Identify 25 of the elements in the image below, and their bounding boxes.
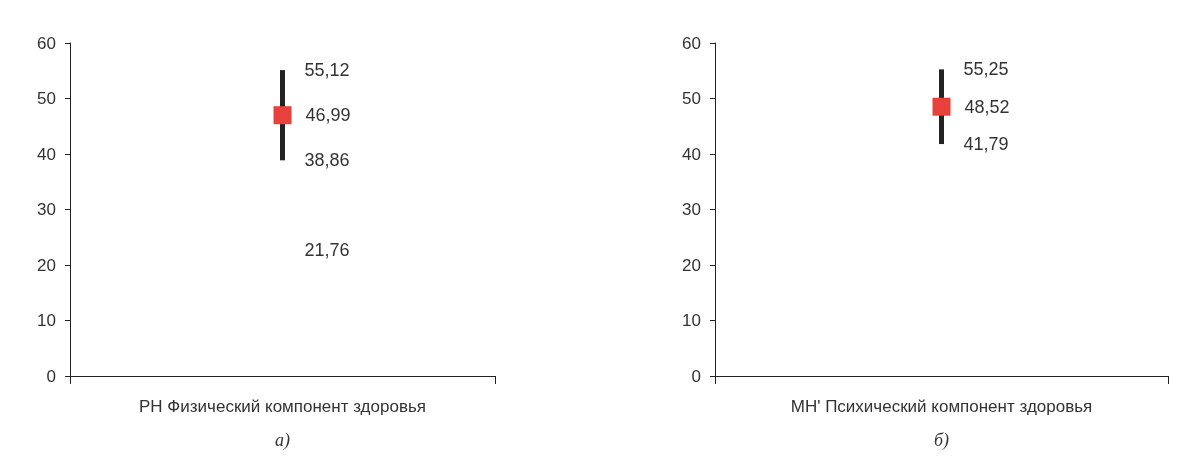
y-tick-label: 60 bbox=[682, 33, 701, 53]
y-tick-label: 50 bbox=[37, 89, 56, 108]
annotation: 55,12 bbox=[304, 60, 350, 81]
y-tick-label: 10 bbox=[682, 311, 701, 330]
data-label: 46,99 bbox=[305, 105, 351, 126]
annotation: 38,86 bbox=[304, 150, 350, 171]
y-tick-label: 50 bbox=[682, 89, 701, 108]
y-tick-label: 20 bbox=[682, 255, 701, 275]
y-tick-label: 40 bbox=[682, 144, 701, 164]
y-tick-label: 0 bbox=[46, 366, 56, 386]
text: а) bbox=[275, 430, 290, 451]
y-tick-label: 60 bbox=[37, 33, 56, 53]
y-tick-label: 30 bbox=[37, 200, 56, 219]
y-tick-label: 0 bbox=[691, 366, 701, 386]
text: б) bbox=[933, 430, 950, 451]
annotation: 55,25 bbox=[963, 59, 1009, 80]
y-tick-label: 10 bbox=[37, 311, 56, 330]
x-tick-label: PH Физический компонент здоровья bbox=[139, 397, 426, 416]
annotation: 21,76 bbox=[304, 240, 350, 260]
y-tick-label: 40 bbox=[37, 144, 56, 164]
y-tick-label: 20 bbox=[37, 255, 56, 275]
data-label: 48,52 bbox=[964, 96, 1010, 117]
y-tick-label: 30 bbox=[682, 200, 701, 219]
annotation: 41,79 bbox=[963, 134, 1009, 155]
x-tick-label: MH' Психический компонент здоровья bbox=[790, 397, 1093, 416]
